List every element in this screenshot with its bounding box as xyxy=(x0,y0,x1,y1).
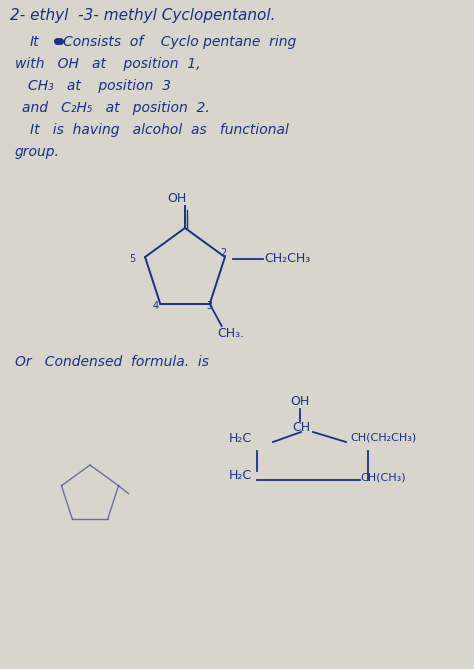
Text: CH₃.: CH₃. xyxy=(218,327,245,340)
Text: CH: CH xyxy=(292,421,310,434)
Text: Or   Condensed  formula.  is: Or Condensed formula. is xyxy=(15,355,209,369)
Text: 3: 3 xyxy=(207,301,213,311)
Text: OH: OH xyxy=(291,395,310,408)
Text: H₂C: H₂C xyxy=(229,469,252,482)
Text: H₂C: H₂C xyxy=(229,432,252,445)
Text: CH₂CH₃: CH₂CH₃ xyxy=(264,252,310,265)
Text: and   C₂H₅   at   position  2.: and C₂H₅ at position 2. xyxy=(22,101,210,115)
Text: 2- ethyl  -3- methyl Cyclopentanol.: 2- ethyl -3- methyl Cyclopentanol. xyxy=(10,8,275,23)
Text: Consists  of    Cyclo pentane  ring: Consists of Cyclo pentane ring xyxy=(63,35,296,49)
Text: CH₃   at    position  3: CH₃ at position 3 xyxy=(28,79,171,93)
Text: 4: 4 xyxy=(152,301,158,311)
Text: with   OH   at    position  1,: with OH at position 1, xyxy=(15,57,201,71)
Text: It   is  having   alcohol  as   functional: It is having alcohol as functional xyxy=(30,123,289,137)
Text: 2: 2 xyxy=(220,248,226,258)
Text: CH(CH₂CH₃): CH(CH₂CH₃) xyxy=(350,432,416,442)
Text: It: It xyxy=(30,35,40,49)
Text: group.: group. xyxy=(15,145,60,159)
Text: CH(CH₃): CH(CH₃) xyxy=(360,472,406,482)
Text: OH: OH xyxy=(167,192,187,205)
Text: 5: 5 xyxy=(129,254,135,264)
